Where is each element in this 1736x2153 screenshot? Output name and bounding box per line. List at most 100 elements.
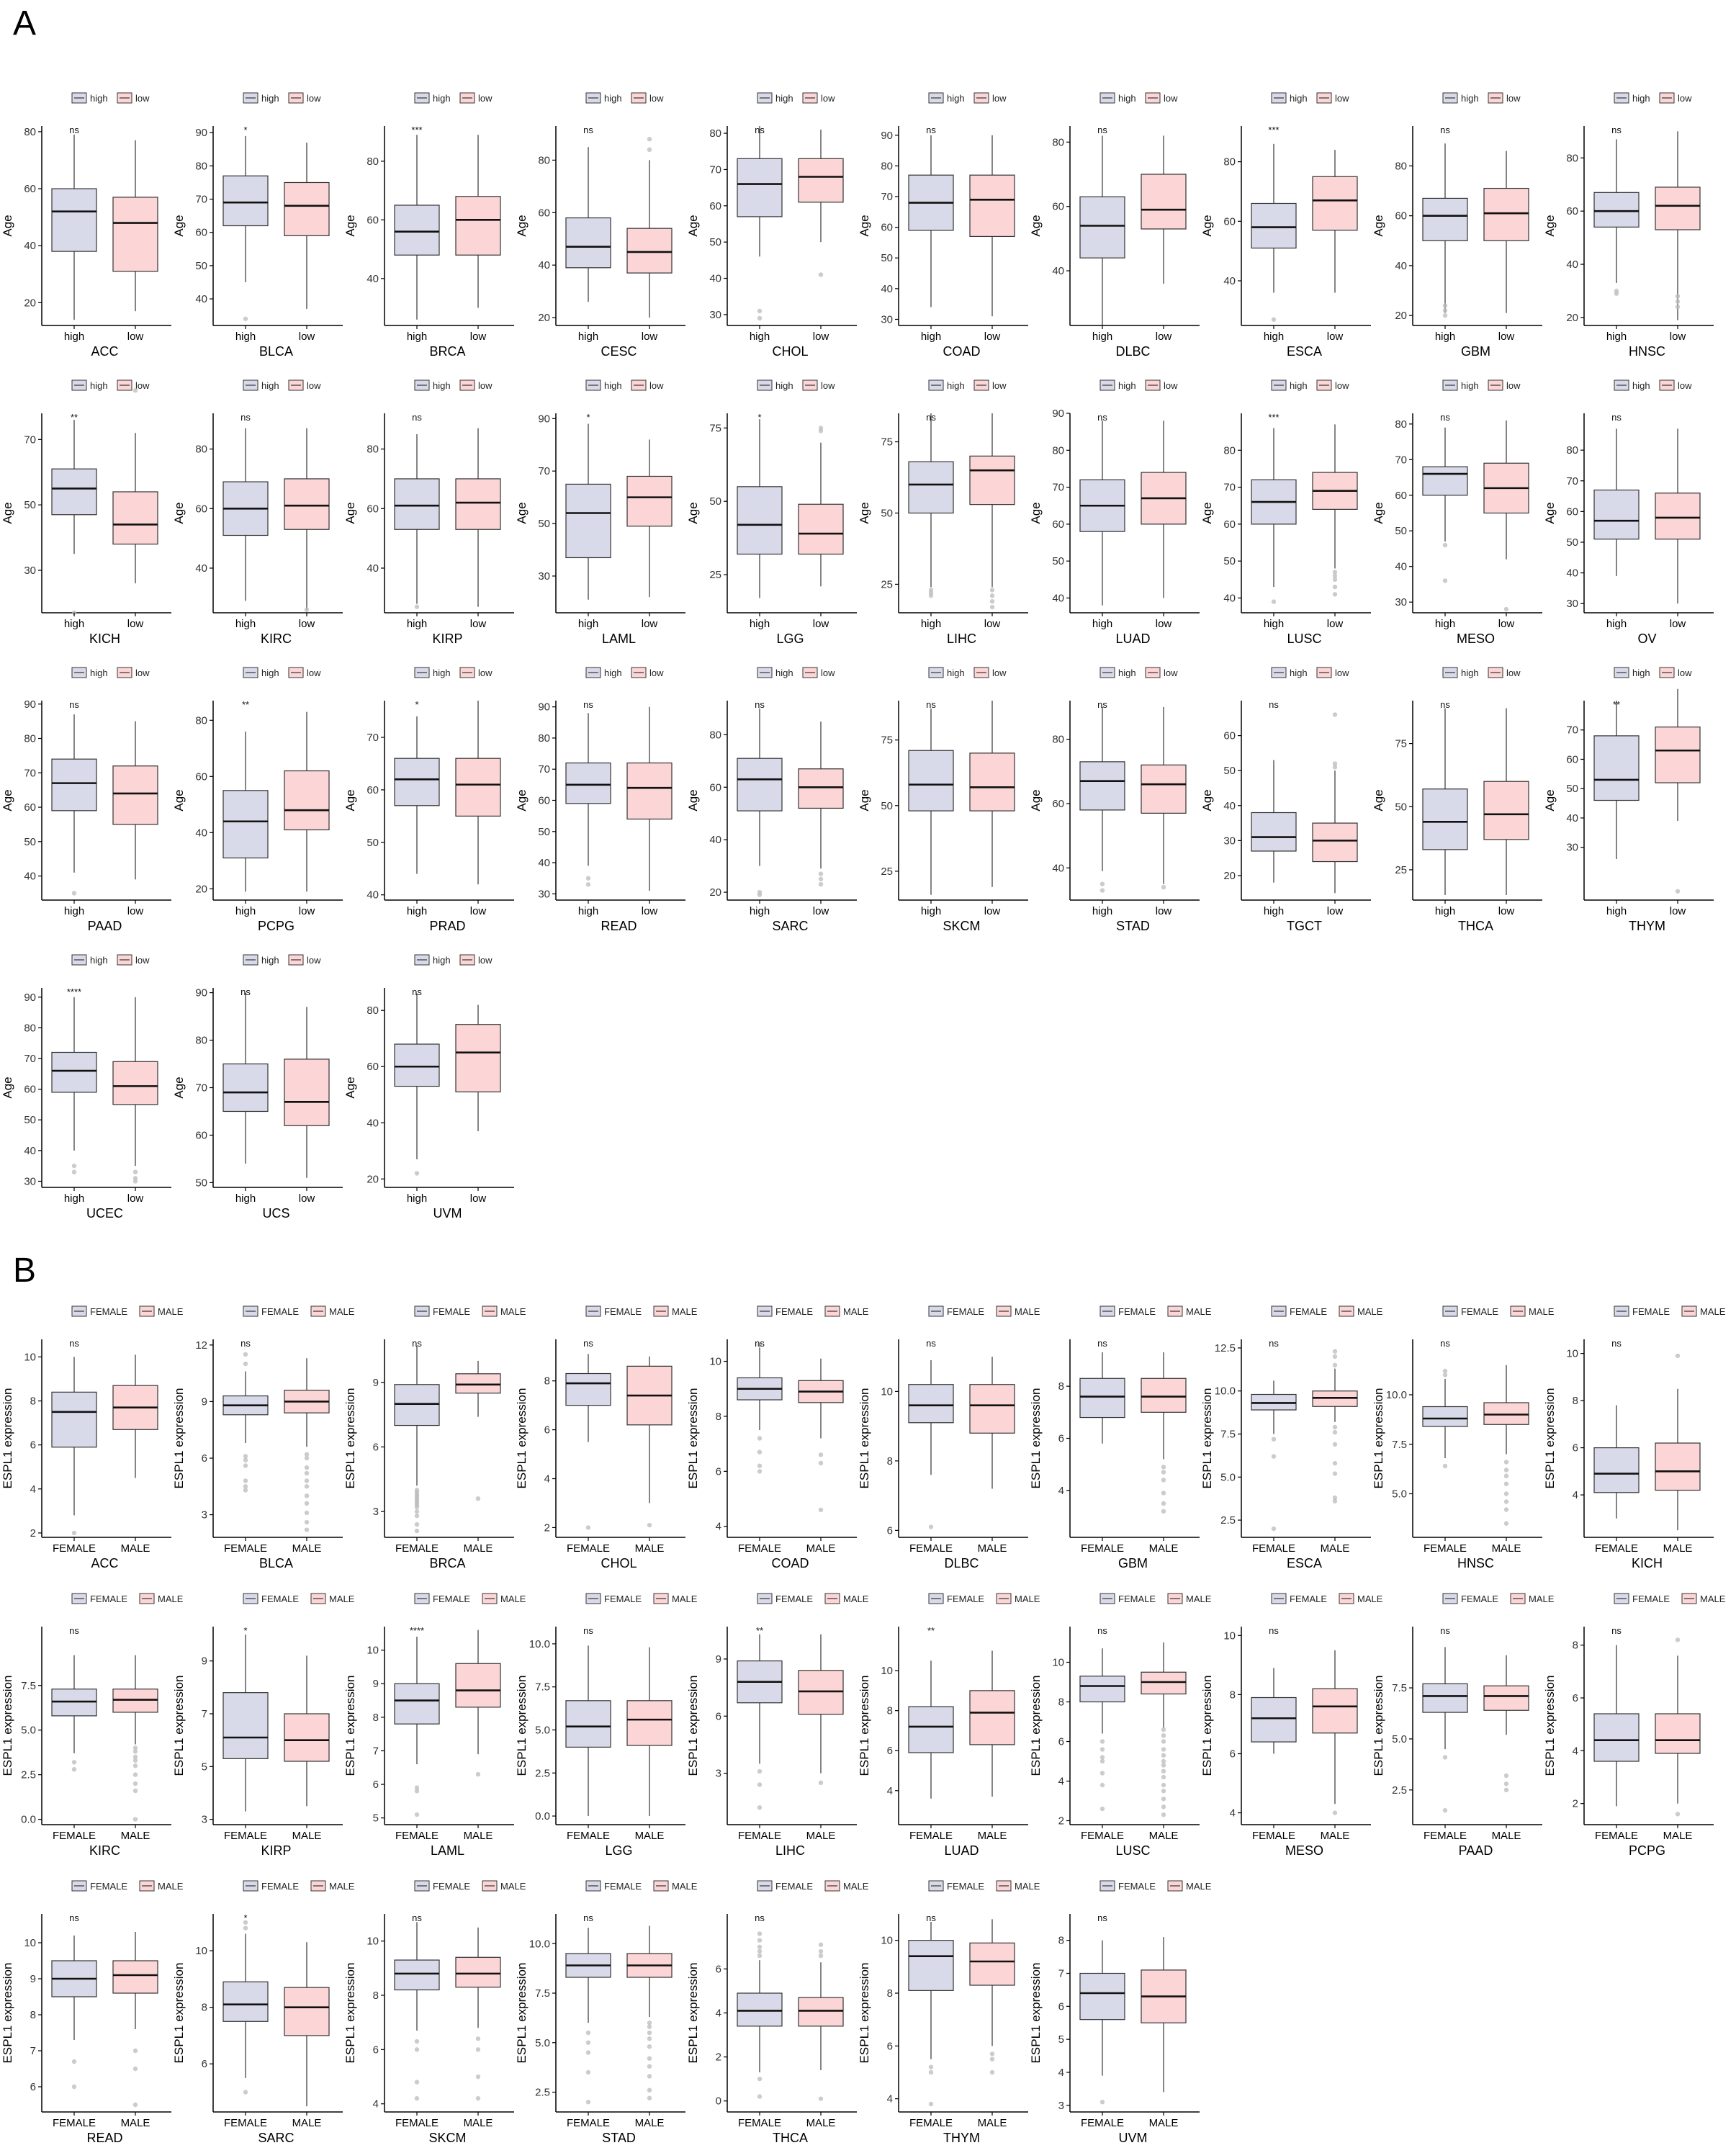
iqr-box — [284, 478, 330, 530]
y-axis-title: Age — [1, 789, 14, 811]
outlier-point — [304, 1452, 310, 1457]
iqr-box — [455, 1373, 501, 1394]
cancer-type-label: SARC — [772, 919, 808, 933]
legend-label: low — [135, 955, 150, 966]
y-tick-label: 6 — [373, 1441, 379, 1453]
significance-label: ns — [926, 1338, 936, 1349]
box-group2 — [284, 143, 330, 309]
y-tick-label: 70 — [24, 433, 36, 446]
legend-label: MALE — [843, 1881, 869, 1892]
significance-label: ns — [755, 699, 765, 710]
x-tick-label: MALE — [806, 1830, 836, 1842]
y-tick-label: 5.0 — [1392, 1733, 1407, 1745]
significance-label: * — [243, 1912, 247, 1923]
iqr-box — [394, 758, 440, 806]
box-group2 — [1312, 1650, 1358, 1815]
x-tick-label: MALE — [464, 1830, 493, 1842]
box-group1 — [565, 713, 611, 887]
y-tick-label: 3 — [202, 1814, 207, 1826]
y-tick-label: 3 — [373, 1506, 379, 1518]
legend-label: FEMALE — [1118, 1306, 1156, 1317]
x-tick-label: high — [1606, 331, 1627, 343]
outlier-point — [1675, 1637, 1681, 1642]
significance-label: ns — [69, 699, 79, 710]
legend-label: high — [433, 380, 451, 391]
box-group1 — [565, 423, 611, 600]
y-tick-label: 80 — [366, 156, 379, 168]
outlier-point — [757, 1436, 763, 1441]
iqr-box — [112, 1061, 158, 1105]
subplot-a-sarc: high low 20 40 60 80 Age high low ns SARC — [686, 667, 857, 933]
y-tick-label: 10 — [366, 1936, 379, 1948]
y-axis-title: Age — [1543, 215, 1557, 236]
outlier-point — [414, 1789, 420, 1794]
significance-label: ns — [926, 699, 936, 710]
iqr-box — [455, 478, 501, 530]
significance-label: ns — [69, 125, 79, 135]
significance-label: *** — [411, 125, 422, 135]
outlier-point — [1442, 303, 1448, 308]
x-tick-label: low — [1156, 618, 1172, 630]
box-group1 — [222, 135, 269, 321]
y-axis-title: Age — [343, 502, 357, 523]
y-tick-label: 6 — [1058, 1433, 1064, 1445]
y-tick-label: 40 — [538, 857, 550, 869]
legend-label: high — [1461, 380, 1479, 391]
y-tick-label: 4 — [1573, 1489, 1578, 1501]
legend-label: FEMALE — [1290, 1594, 1327, 1604]
x-tick-label: MALE — [1492, 1542, 1521, 1555]
iqr-box — [969, 455, 1015, 505]
outlier-point — [304, 1510, 310, 1516]
legend-label: low — [478, 955, 493, 966]
iqr-box — [1079, 1676, 1125, 1703]
iqr-box — [565, 762, 611, 804]
y-axis-title: ESPL1 expression — [1029, 1963, 1043, 2064]
outlier-point — [1442, 1368, 1448, 1374]
outlier-point — [1332, 570, 1338, 575]
box-group2 — [1655, 131, 1701, 320]
panel-letter-b: B — [13, 1251, 36, 1290]
y-tick-label: 40 — [366, 1117, 379, 1129]
y-tick-label: 20 — [1223, 870, 1236, 882]
box-group1 — [394, 716, 440, 874]
iqr-box — [565, 1700, 611, 1748]
y-tick-label: 80 — [24, 1022, 36, 1034]
outlier-point — [243, 316, 248, 321]
box-group2 — [1655, 1353, 1701, 1531]
iqr-box — [1655, 186, 1701, 230]
legend-label: MALE — [1015, 1306, 1040, 1317]
box-group1 — [1593, 139, 1640, 296]
legend-label: FEMALE — [90, 1594, 127, 1604]
outlier-point — [585, 876, 591, 881]
legend-label: high — [1461, 93, 1479, 104]
subplot-b-thca: FEMALE MALE 0 2 4 6 ESPL1 expression FEMALE MALE… — [686, 1880, 869, 2145]
x-tick-label: low — [1670, 905, 1686, 917]
outlier-point — [647, 2021, 652, 2026]
y-tick-label: 50 — [709, 236, 721, 248]
y-tick-label: 7.5 — [21, 1680, 36, 1692]
y-axis-title: ESPL1 expression — [1, 1676, 14, 1776]
significance-label: ns — [755, 1338, 765, 1349]
y-tick-label: 40 — [366, 273, 379, 285]
iqr-box — [51, 468, 97, 516]
y-tick-label: 70 — [1566, 724, 1578, 737]
y-tick-label: 80 — [1223, 444, 1236, 457]
y-tick-label: 9 — [202, 1655, 207, 1668]
subplot-b-lihc: FEMALE MALE 3 6 9 ESPL1 expression FEMALE MALE *… — [686, 1593, 869, 1858]
significance-label: ns — [1611, 1625, 1622, 1636]
outlier-point — [1161, 1733, 1166, 1738]
y-tick-label: 8 — [202, 2002, 207, 2014]
x-tick-label: FEMALE — [224, 1542, 267, 1555]
outlier-point — [304, 1478, 310, 1483]
y-tick-label: 30 — [1223, 835, 1236, 847]
outlier-point — [647, 1522, 652, 1528]
y-tick-label: 10 — [881, 1385, 893, 1398]
y-tick-label: 10 — [24, 1937, 36, 1949]
legend-label: high — [433, 668, 451, 678]
y-tick-label: 80 — [24, 126, 36, 138]
x-tick-label: FEMALE — [738, 2117, 781, 2129]
y-axis-title: ESPL1 expression — [1200, 1676, 1214, 1776]
outlier-point — [132, 1758, 138, 1763]
x-tick-label: high — [235, 618, 256, 630]
significance-label: ns — [755, 125, 765, 135]
